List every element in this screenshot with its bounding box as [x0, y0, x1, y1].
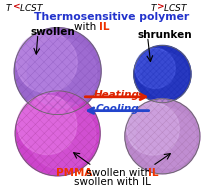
Text: Heating: Heating: [94, 90, 140, 100]
Text: IL: IL: [148, 168, 158, 178]
Circle shape: [15, 91, 100, 176]
Circle shape: [28, 101, 96, 170]
Circle shape: [136, 108, 196, 168]
Circle shape: [142, 53, 188, 98]
Text: IL: IL: [99, 22, 110, 32]
Circle shape: [14, 28, 101, 115]
Text: swollen: swollen: [30, 27, 75, 37]
Circle shape: [16, 32, 77, 93]
Circle shape: [17, 95, 77, 155]
Text: swollen with IL: swollen with IL: [73, 177, 151, 187]
Text: Cooling: Cooling: [95, 104, 139, 114]
Circle shape: [127, 103, 179, 155]
Circle shape: [135, 48, 175, 88]
Text: <: <: [13, 2, 21, 11]
Text: $T$: $T$: [5, 2, 13, 13]
Text: swollen with: swollen with: [83, 168, 155, 178]
Text: PMMA: PMMA: [56, 168, 92, 178]
Circle shape: [27, 39, 97, 108]
Circle shape: [134, 45, 191, 103]
Text: $LCST$: $LCST$: [19, 2, 44, 13]
Text: $T$: $T$: [150, 2, 158, 13]
Text: $LCST$: $LCST$: [163, 2, 188, 13]
Text: >: >: [157, 2, 165, 11]
Circle shape: [125, 99, 200, 174]
Text: with: with: [74, 22, 99, 32]
Text: shrunken: shrunken: [137, 30, 192, 40]
Text: Thermosensitive polymer: Thermosensitive polymer: [34, 12, 190, 22]
